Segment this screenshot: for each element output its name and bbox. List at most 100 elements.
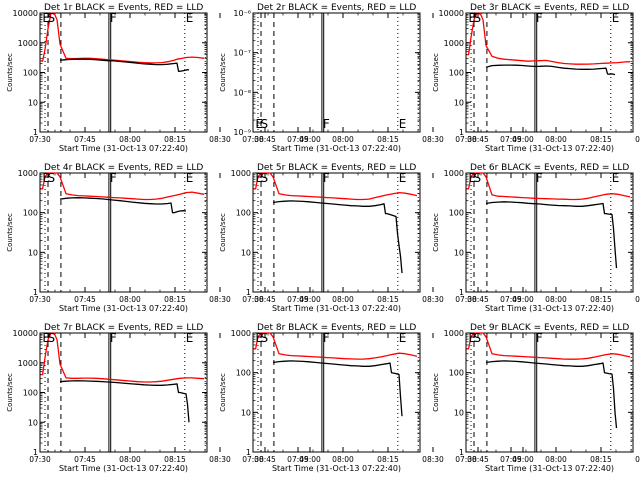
plot-frame bbox=[465, 172, 634, 293]
x-tick-label: 08:00 bbox=[545, 135, 567, 144]
x-axis-label: Start Time (31-Oct-13 07:22:40) bbox=[59, 304, 188, 313]
y-tick-label: 1000 bbox=[18, 39, 38, 48]
x-tick-label: 08:15 bbox=[377, 455, 399, 464]
panel-1: Det 1r BLACK = Events, RED = LLD 1 10 100 10… bbox=[6, 3, 321, 153]
y-tick-label: 10 bbox=[454, 408, 464, 417]
chart-title: Det 9r BLACK = Events, RED = LLD bbox=[470, 323, 629, 333]
series-black-line bbox=[59, 380, 190, 423]
event-marker-label: F bbox=[323, 171, 330, 185]
x-tick-label: 09:00 bbox=[299, 295, 321, 304]
x-tick-label: 07:30 bbox=[455, 135, 477, 144]
x-tick-label: 08:00 bbox=[545, 455, 567, 464]
x-tick-label: 08:15 bbox=[164, 295, 186, 304]
x-tick-label: 07:30 bbox=[29, 455, 51, 464]
x-tick-label: 08:30 bbox=[635, 295, 640, 304]
x-tick-label: 08:30 bbox=[209, 455, 231, 464]
x-tick-label: 07:30 bbox=[455, 455, 477, 464]
event-marker-label: F bbox=[323, 331, 330, 345]
chart-title: Det 7r BLACK = Events, RED = LLD bbox=[44, 323, 203, 333]
series-red-line bbox=[466, 12, 631, 65]
event-marker-label: E bbox=[42, 171, 50, 185]
y-axis-label: Counts/sec bbox=[219, 373, 227, 412]
event-marker-label: S bbox=[261, 331, 269, 345]
x-axis-label: Start Time (31-Oct-13 07:22:40) bbox=[59, 464, 188, 473]
y-tick-label: 10000 bbox=[439, 9, 464, 18]
event-marker-label: F bbox=[536, 11, 543, 25]
x-axis-label: Start Time (31-Oct-13 07:22:40) bbox=[485, 304, 614, 313]
panel-9: Det 9r BLACK = Events, RED = LLD 1 10 100 10… bbox=[432, 323, 640, 473]
chart-title: Det 4r BLACK = Events, RED = LLD bbox=[44, 163, 203, 173]
x-tick-label: 08:15 bbox=[164, 135, 186, 144]
event-marker-label: F bbox=[110, 11, 117, 25]
x-axis-label: Start Time (31-Oct-13 07:22:40) bbox=[485, 144, 614, 153]
y-axis-label: Counts/sec bbox=[432, 213, 440, 252]
x-tick-label: 07:45 bbox=[74, 135, 96, 144]
x-tick-label: 08:30 bbox=[209, 295, 231, 304]
plot-frame bbox=[39, 12, 208, 133]
x-tick-label: 09:00 bbox=[512, 135, 534, 144]
series-red-line bbox=[253, 332, 418, 360]
event-marker-label: S bbox=[474, 331, 482, 345]
y-tick-label: 100 bbox=[23, 389, 38, 398]
event-marker-label: E bbox=[468, 331, 476, 345]
y-tick-label: 1 bbox=[33, 288, 38, 297]
x-tick-label: 08:30 bbox=[422, 455, 444, 464]
panel-5: Det 5r BLACK = Events, RED = LLD11010010… bbox=[219, 163, 534, 313]
y-axis-label: Counts/sec bbox=[6, 373, 14, 412]
event-marker-label: F bbox=[110, 171, 117, 185]
event-marker-label: E bbox=[255, 331, 263, 345]
x-tick-label: 08:45 bbox=[467, 135, 489, 144]
x-tick-label: 08:30 bbox=[209, 135, 231, 144]
x-tick-label: 08:30 bbox=[422, 135, 444, 144]
event-marker-label: E bbox=[399, 331, 407, 345]
event-marker-label: S bbox=[48, 171, 56, 185]
y-tick-label: 100 bbox=[236, 209, 251, 218]
panel-2: Det 2r BLACK = Events, RED = LLD 10⁻⁹ 10⁻⁸… bbox=[219, 3, 534, 153]
series-red-line bbox=[253, 172, 418, 201]
x-axis-label: Start Time (31-Oct-13 07:22:40) bbox=[59, 144, 188, 153]
x-tick-label: 08:00 bbox=[119, 455, 141, 464]
series-black-line bbox=[59, 197, 187, 214]
panel-3: Det 3r BLACK = Events, RED = LLD 1 10 100 10… bbox=[432, 3, 640, 153]
y-tick-label: 10 bbox=[454, 98, 464, 107]
chart-title: Det 5r BLACK = Events, RED = LLD bbox=[257, 163, 416, 173]
panel-7: Det 7r BLACK = Events, RED = LLD 1 10 100 10… bbox=[6, 323, 321, 473]
y-tick-label: 100 bbox=[449, 369, 464, 378]
x-tick-label: 08:00 bbox=[119, 295, 141, 304]
x-tick-label: 08:00 bbox=[332, 135, 354, 144]
x-tick-label: 07:45 bbox=[500, 295, 522, 304]
y-tick-label: 1 bbox=[459, 448, 464, 457]
event-marker-label: E bbox=[42, 11, 50, 25]
x-axis-label: Start Time (31-Oct-13 07:22:40) bbox=[272, 144, 401, 153]
x-tick-label: 07:45 bbox=[287, 295, 309, 304]
series-red-line bbox=[466, 332, 631, 360]
y-tick-label: 1 bbox=[33, 448, 38, 457]
x-tick-label: 07:45 bbox=[500, 455, 522, 464]
x-tick-label: 08:45 bbox=[254, 455, 276, 464]
y-tick-label: 100 bbox=[449, 209, 464, 218]
y-tick-label: 10000 bbox=[13, 329, 38, 338]
x-axis-label: Start Time (31-Oct-13 07:22:40) bbox=[272, 304, 401, 313]
plot-frame bbox=[252, 172, 421, 293]
panel-8: Det 8r BLACK = Events, RED = LLD 1 10 100 10… bbox=[219, 323, 534, 473]
x-tick-label: 09:00 bbox=[512, 295, 534, 304]
chart-title: Det 1r BLACK = Events, RED = LLD bbox=[44, 3, 203, 13]
y-tick-label: 1000 bbox=[444, 329, 464, 338]
series-black-line bbox=[485, 201, 618, 269]
y-tick-label: 1 bbox=[459, 288, 464, 297]
x-tick-label: 08:15 bbox=[377, 295, 399, 304]
event-marker-label: S bbox=[48, 331, 56, 345]
plot-frame bbox=[465, 332, 634, 453]
chart-title: Det 8r BLACK = Events, RED = LLD bbox=[257, 323, 416, 333]
event-marker-label: E bbox=[42, 331, 50, 345]
x-tick-label: 08:45 bbox=[467, 295, 489, 304]
x-tick-label: 08:00 bbox=[332, 455, 354, 464]
series-red-line bbox=[466, 172, 631, 201]
y-tick-label: 10 bbox=[241, 408, 251, 417]
x-tick-label: 08:45 bbox=[467, 455, 489, 464]
event-marker-label: F bbox=[323, 117, 330, 131]
plot-frame bbox=[465, 12, 634, 133]
event-marker-label: S bbox=[474, 11, 482, 25]
y-tick-label: 1000 bbox=[18, 169, 38, 178]
